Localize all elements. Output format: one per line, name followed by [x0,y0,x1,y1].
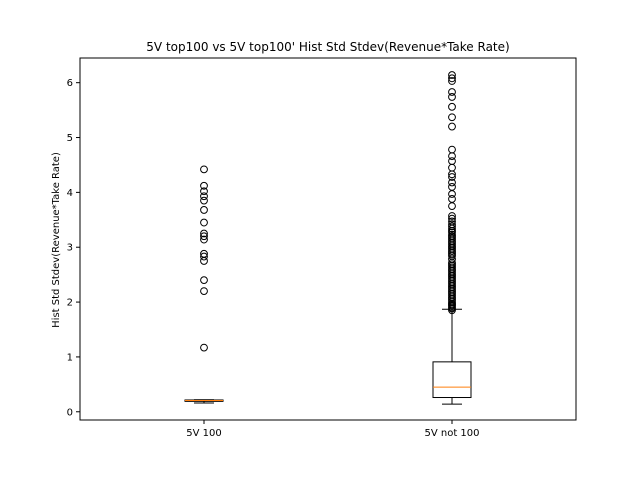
x-tick-label: 5V not 100 [424,428,479,439]
outlier-point [448,220,456,229]
outlier-point [448,71,456,79]
box-group [432,71,472,405]
outlier-point [200,192,208,201]
outlier-point [448,217,456,226]
outlier-point [448,102,456,111]
outlier-point [448,74,456,83]
outlier-point [448,182,456,191]
y-tick-label: 4 [67,188,73,199]
outlier-point [200,287,208,296]
outlier-point [448,88,456,96]
outlier-point [200,276,208,285]
y-tick-label: 1 [67,352,73,363]
outlier-point [448,214,456,223]
y-tick-label: 0 [67,407,73,418]
outlier-point [200,165,208,174]
outlier-point [200,187,208,196]
outlier-point [200,206,208,214]
outlier-point [200,235,208,244]
outlier-point [448,230,456,239]
outlier-point [448,122,456,131]
outlier-point [200,181,208,190]
plot-area [184,71,472,405]
y-axis-label: Hist Std Stdev(Revenue*Take Rate) [51,152,62,328]
outlier-point [200,218,208,227]
outlier-point [200,252,208,261]
iqr-box [432,361,472,399]
y-tick-label: 3 [67,243,73,254]
chart-title: 5V top100 vs 5V top100' Hist Std Stdev(R… [146,40,509,54]
outlier-point [448,113,456,122]
outlier-point [448,195,456,203]
outlier-point [448,157,456,166]
box-group [184,165,224,404]
outlier-point [448,173,456,181]
outlier-point [448,93,456,101]
axes-frame [79,57,577,421]
outlier-point [200,229,208,238]
outlier-point [448,222,456,231]
y-tick-label: 2 [67,298,73,309]
outlier-point [448,77,456,85]
y-tick-label: 5 [67,133,73,144]
y-tick-label: 6 [67,78,73,89]
outlier-point [200,196,208,205]
outlier-point [448,178,456,187]
x-tick-label: 5V 100 [186,428,221,439]
outlier-point [448,145,456,154]
outlier-point [200,249,208,258]
outlier-point [200,232,208,241]
outlier-point [448,212,456,220]
outlier-point [200,343,208,352]
